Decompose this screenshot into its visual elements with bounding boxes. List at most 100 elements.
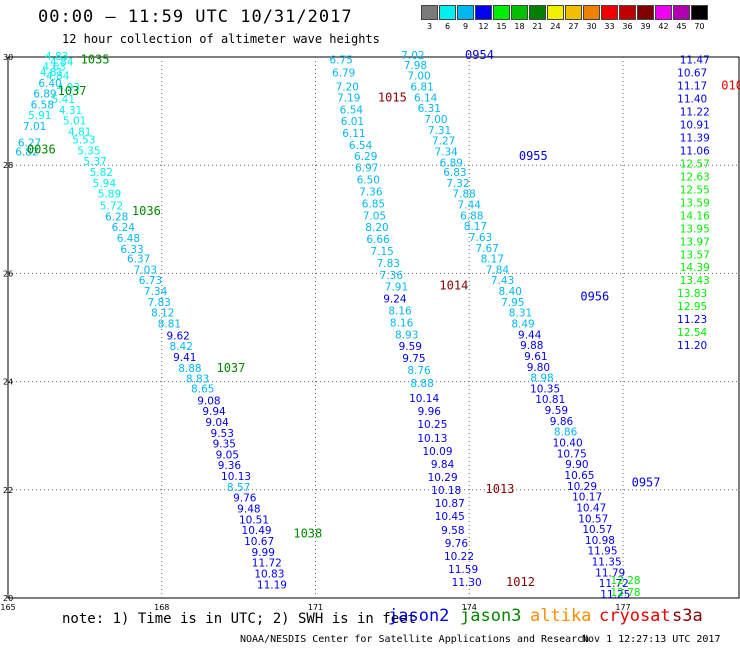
swh-value: 6.97 — [355, 163, 378, 175]
swh-value: 4.84 — [50, 57, 74, 69]
swh-value: 10.83 — [254, 568, 284, 580]
legend-swatch — [601, 5, 618, 20]
swh-value: 8.20 — [365, 222, 388, 234]
swh-value: 4.81 — [40, 67, 63, 79]
swh-value: 12.55 — [680, 184, 710, 196]
pass-time-label: 1037 — [216, 361, 245, 375]
swh-value: 8.40 — [499, 286, 522, 298]
swh-value: 12.63 — [680, 171, 710, 183]
y-tick-label: 24 — [3, 378, 13, 387]
legend-swatch — [511, 5, 528, 20]
legend-swatch — [475, 5, 492, 20]
swh-value: 4.93 — [57, 82, 80, 94]
swh-value: 7.98 — [404, 60, 427, 72]
swh-value: 6.89 — [33, 89, 56, 101]
swh-value: 6.83 — [443, 167, 466, 179]
swh-value: 10.29 — [567, 481, 597, 493]
swh-value: 9.76 — [445, 538, 469, 550]
swh-value: 8.88 — [178, 363, 201, 375]
footer-note: note: 1) Time is in UTC; 2) SWH is in fe… — [62, 611, 417, 627]
swh-value: 4.63 — [42, 62, 65, 74]
swh-value: 7.31 — [428, 125, 451, 137]
swh-value: 5.91 — [28, 110, 51, 122]
swh-value: 4.31 — [59, 105, 82, 117]
swh-value: 6.81 — [410, 82, 433, 94]
swh-value: 6.89 — [440, 157, 463, 169]
swh-value: 9.44 — [518, 329, 542, 341]
swh-value: 11.06 — [680, 145, 710, 157]
swh-value: 9.58 — [441, 525, 464, 537]
swh-value: 7.63 — [469, 232, 492, 244]
swh-value: 7.34 — [144, 286, 168, 298]
swh-value: 9.61 — [524, 351, 547, 363]
swh-value: 10.91 — [680, 119, 710, 131]
x-tick-label: 177 — [615, 603, 630, 612]
swh-value: 6.82 — [15, 146, 38, 158]
swh-value: 10.17 — [572, 492, 602, 504]
swh-value: 11.22 — [680, 106, 710, 118]
swh-value: 7.88 — [452, 189, 475, 201]
swh-value: 11.39 — [680, 132, 710, 144]
legend-label: 21 — [532, 22, 543, 31]
swh-value: 7.84 — [486, 264, 510, 276]
swh-value: 8.42 — [170, 341, 193, 353]
swh-value: 9.90 — [565, 459, 588, 471]
legend-label: 9 — [462, 22, 469, 31]
swh-value: 6.73 — [139, 275, 162, 287]
swh-value: 9.62 — [166, 330, 189, 342]
swh-value: 10.51 — [239, 514, 269, 526]
legend-label: 15 — [496, 22, 507, 31]
swh-value: 7.32 — [446, 178, 469, 190]
swh-value: 9.96 — [418, 406, 442, 418]
chart-subtitle: 12 hour collection of altimeter wave hei… — [62, 32, 380, 46]
legend-swatch — [673, 5, 690, 20]
swh-value: 8.12 — [151, 308, 174, 320]
swh-value: 6.28 — [105, 211, 128, 223]
swh-value: 11.20 — [677, 340, 707, 352]
swh-value: 5.72 — [100, 201, 123, 213]
legend-swatch — [637, 5, 654, 20]
swh-value: 6.58 — [31, 99, 54, 111]
swh-value: 5.01 — [63, 116, 86, 128]
swh-value: 9.48 — [237, 504, 260, 516]
swh-value: 8.93 — [395, 329, 418, 341]
legend-label: 39 — [640, 22, 651, 31]
swh-value: 11.59 — [448, 564, 478, 576]
swh-value: 9.08 — [197, 395, 220, 407]
swh-value: 6.01 — [341, 116, 364, 128]
timestamp: Nov 1 12:27:13 UTC 2017 — [582, 634, 721, 645]
swh-value: 6.29 — [354, 151, 377, 163]
swh-value: 12.78 — [611, 587, 641, 599]
swh-value: 7.91 — [385, 282, 408, 294]
swh-value: 7.00 — [424, 114, 447, 126]
swh-value: 6.37 — [127, 254, 150, 266]
pass-time-label: 0956 — [580, 289, 609, 303]
swh-value: 8.17 — [464, 221, 487, 233]
swh-value: 9.41 — [173, 352, 196, 364]
swh-value: 13.83 — [677, 288, 707, 300]
swh-value: 6.31 — [418, 103, 441, 115]
swh-value: 12.57 — [680, 158, 710, 170]
pass-time-label: 1013 — [486, 482, 515, 496]
swh-value: 10.22 — [444, 551, 474, 563]
swh-value: 11.79 — [595, 567, 625, 579]
swh-value: 10.47 — [576, 502, 606, 514]
pass-time-label: 1036 — [132, 204, 161, 218]
swh-value: 10.29 — [428, 472, 458, 484]
swh-value: 10.57 — [578, 513, 608, 525]
swh-value: 6.27 — [18, 137, 41, 149]
swh-value: 13.95 — [680, 223, 710, 235]
legend-swatch — [655, 5, 672, 20]
legend-swatch — [457, 5, 474, 20]
satellite-label-jason3: jason3 — [460, 606, 522, 626]
swh-value: 10.49 — [242, 525, 272, 537]
swh-value: 7.03 — [134, 264, 157, 276]
swh-value: 6.54 — [340, 104, 364, 116]
swh-value: 11.72 — [599, 578, 629, 590]
legend-swatch — [547, 5, 564, 20]
swh-value: 12.28 — [611, 575, 641, 587]
swh-value: 10.13 — [221, 471, 251, 483]
swh-value: 5.82 — [90, 167, 113, 179]
swh-value: 14.39 — [680, 262, 710, 274]
